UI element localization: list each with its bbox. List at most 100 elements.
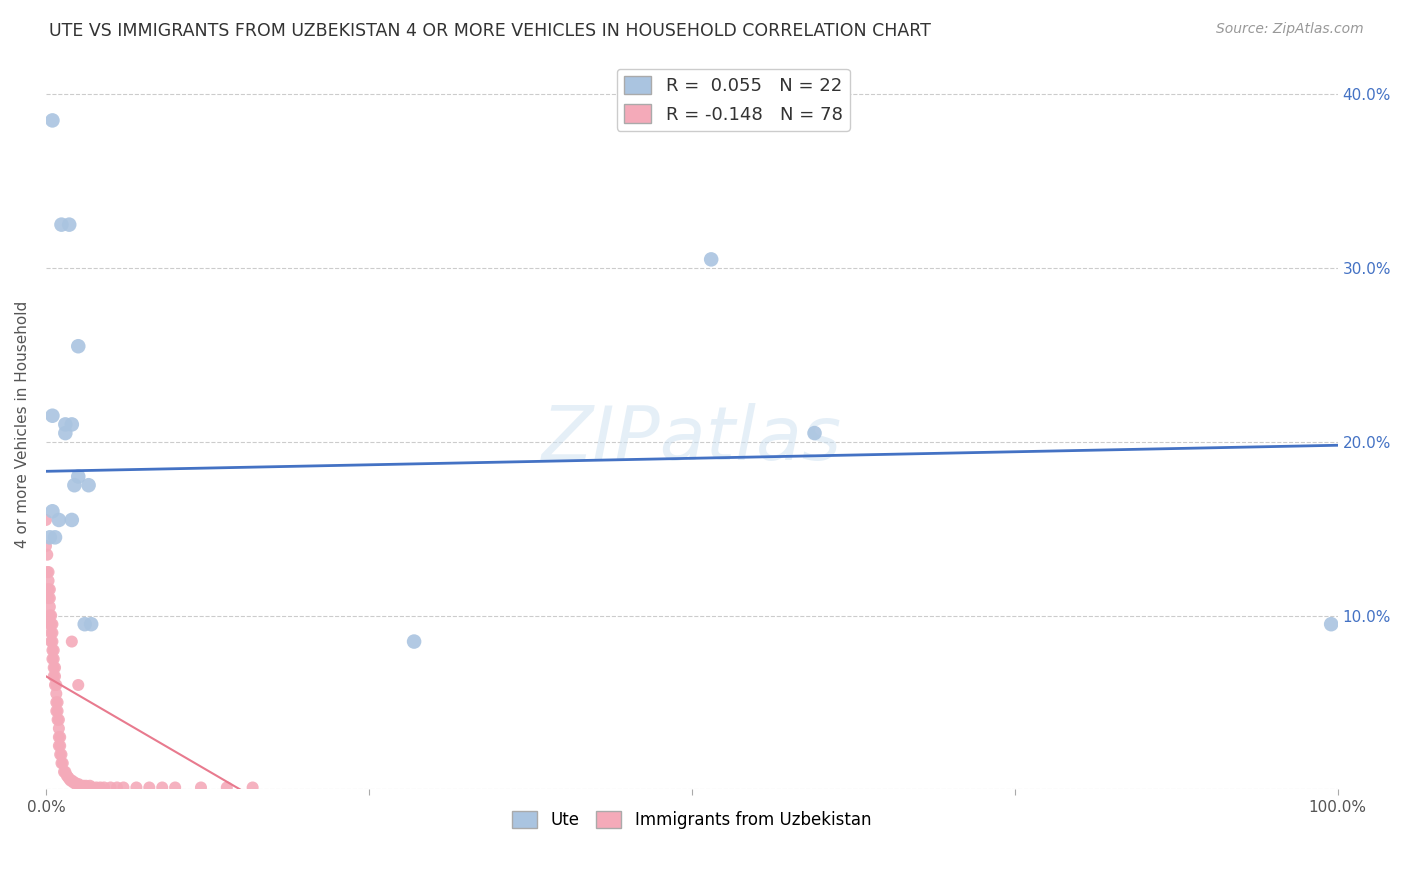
Point xyxy=(51,747,73,762)
Point xyxy=(53,417,76,432)
Point xyxy=(190,780,212,795)
Point xyxy=(60,634,83,648)
Point xyxy=(165,780,187,795)
Point xyxy=(138,780,160,795)
Legend: Ute, Immigrants from Uzbekistan: Ute, Immigrants from Uzbekistan xyxy=(506,804,877,836)
Point xyxy=(42,652,65,666)
Point xyxy=(44,530,66,544)
Point xyxy=(89,780,111,795)
Point xyxy=(41,643,63,657)
Point xyxy=(58,218,80,232)
Point xyxy=(38,565,60,579)
Point xyxy=(67,339,90,353)
Point xyxy=(38,582,60,597)
Point xyxy=(58,772,80,786)
Point xyxy=(67,678,90,692)
Text: UTE VS IMMIGRANTS FROM UZBEKISTAN 4 OR MORE VEHICLES IN HOUSEHOLD CORRELATION CH: UTE VS IMMIGRANTS FROM UZBEKISTAN 4 OR M… xyxy=(49,22,931,40)
Point xyxy=(52,756,75,771)
Point xyxy=(41,652,63,666)
Point xyxy=(215,780,238,795)
Point xyxy=(60,773,83,788)
Point xyxy=(46,695,69,709)
Point xyxy=(39,634,62,648)
Point xyxy=(45,695,67,709)
Point xyxy=(65,777,87,791)
Point xyxy=(48,713,70,727)
Point xyxy=(1320,617,1343,632)
Point xyxy=(46,704,69,718)
Point xyxy=(86,780,108,795)
Point xyxy=(63,478,86,492)
Point xyxy=(39,617,62,632)
Point xyxy=(35,539,58,553)
Point xyxy=(112,780,135,795)
Point xyxy=(41,504,63,518)
Point xyxy=(67,777,90,791)
Point xyxy=(41,634,63,648)
Point xyxy=(45,687,67,701)
Point xyxy=(75,779,97,793)
Point xyxy=(404,634,426,648)
Y-axis label: 4 or more Vehicles in Household: 4 or more Vehicles in Household xyxy=(15,301,30,548)
Point xyxy=(51,756,73,771)
Point xyxy=(125,780,148,795)
Point xyxy=(38,591,60,606)
Point xyxy=(73,617,96,632)
Point xyxy=(80,617,103,632)
Point xyxy=(37,548,59,562)
Point xyxy=(39,625,62,640)
Point xyxy=(700,252,723,267)
Point xyxy=(105,780,128,795)
Point xyxy=(41,625,63,640)
Point xyxy=(67,469,90,483)
Point xyxy=(38,599,60,614)
Point xyxy=(48,730,70,744)
Point xyxy=(82,780,104,795)
Point xyxy=(48,513,70,527)
Point xyxy=(48,739,70,753)
Point xyxy=(38,530,60,544)
Point xyxy=(49,730,72,744)
Point xyxy=(55,768,77,782)
Point xyxy=(45,678,67,692)
Point xyxy=(53,764,76,779)
Point xyxy=(49,739,72,753)
Point xyxy=(42,669,65,683)
Point xyxy=(41,409,63,423)
Point xyxy=(48,722,70,736)
Point xyxy=(38,608,60,623)
Point xyxy=(60,513,83,527)
Text: Source: ZipAtlas.com: Source: ZipAtlas.com xyxy=(1216,22,1364,37)
Point xyxy=(38,617,60,632)
Point xyxy=(42,660,65,674)
Point xyxy=(77,478,100,492)
Point xyxy=(51,218,73,232)
Point xyxy=(803,426,825,441)
Point xyxy=(44,678,66,692)
Point xyxy=(59,773,82,788)
Point xyxy=(44,669,66,683)
Point xyxy=(45,704,67,718)
Point xyxy=(37,582,59,597)
Point xyxy=(49,747,72,762)
Point xyxy=(93,780,115,795)
Point xyxy=(62,775,84,789)
Point xyxy=(38,591,60,606)
Point xyxy=(44,660,66,674)
Point xyxy=(53,764,76,779)
Point xyxy=(100,780,122,795)
Point xyxy=(38,582,60,597)
Point xyxy=(79,779,101,793)
Point xyxy=(60,417,83,432)
Text: ZIPatlas: ZIPatlas xyxy=(541,403,842,475)
Point xyxy=(42,643,65,657)
Point xyxy=(56,770,79,784)
Point xyxy=(39,608,62,623)
Point xyxy=(46,713,69,727)
Point xyxy=(53,426,76,441)
Point xyxy=(37,565,59,579)
Point xyxy=(242,780,264,795)
Point xyxy=(38,574,60,588)
Point xyxy=(41,113,63,128)
Point xyxy=(70,779,93,793)
